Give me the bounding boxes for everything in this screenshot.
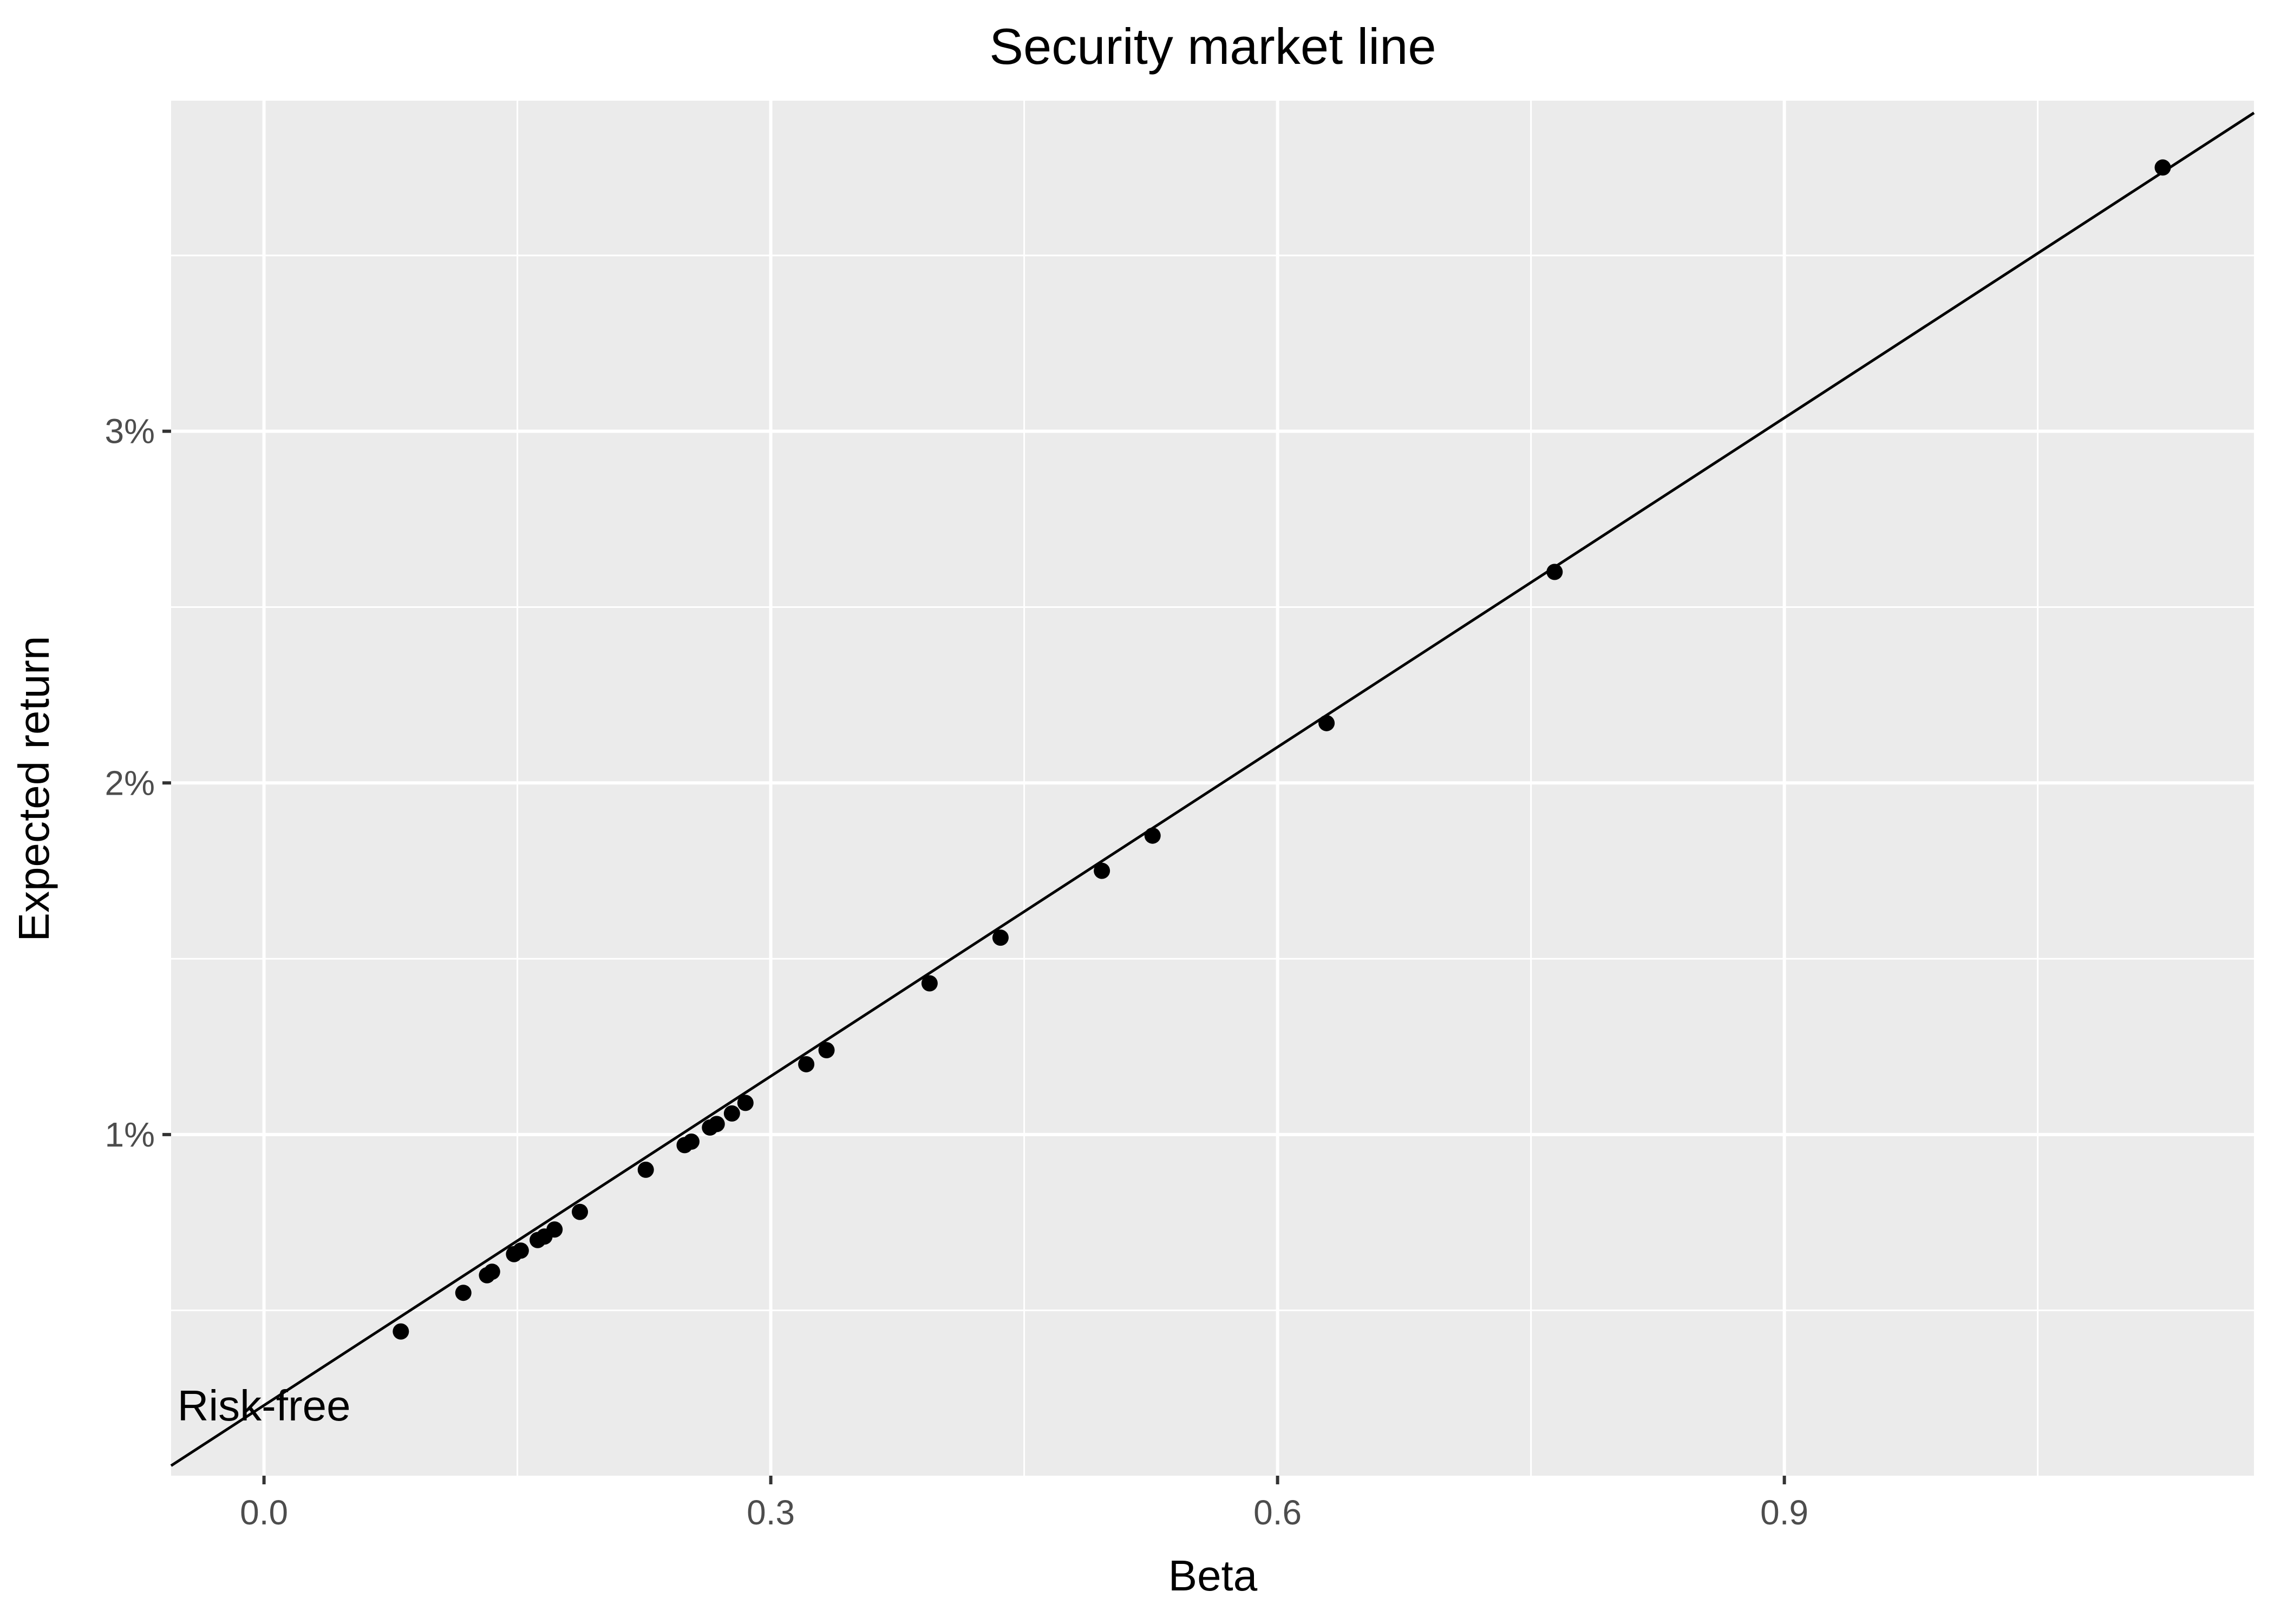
data-point <box>637 1161 654 1178</box>
y-axis-title: Expected return <box>10 636 58 942</box>
x-tick-label: 0.0 <box>240 1493 288 1532</box>
data-point <box>723 1105 740 1122</box>
data-point <box>572 1203 589 1220</box>
data-point <box>393 1323 409 1340</box>
data-point <box>921 975 938 992</box>
security-market-line <box>170 112 2255 1467</box>
sml-line-group <box>170 112 2255 1467</box>
data-point <box>455 1285 472 1301</box>
data-point <box>818 1042 835 1058</box>
x-axis-ticks: 0.0 0.3 0.6 0.9 <box>240 1476 1808 1532</box>
data-point <box>798 1056 815 1072</box>
x-axis-title: Beta <box>1168 1551 1258 1600</box>
data-point <box>1094 862 1110 879</box>
data-point <box>737 1095 754 1111</box>
y-tick-label: 1% <box>105 1115 155 1154</box>
y-axis-ticks: 1% 2% 3% <box>105 412 171 1154</box>
major-gridlines <box>171 101 2254 1476</box>
data-points <box>393 159 2171 1340</box>
x-tick-label: 0.3 <box>747 1493 795 1532</box>
minor-gridlines <box>171 101 2254 1476</box>
data-point <box>1546 564 1563 580</box>
data-point <box>708 1116 725 1132</box>
data-point <box>1144 827 1161 844</box>
y-tick-label: 2% <box>105 763 155 802</box>
risk-free-annotation: Risk-free <box>178 1381 351 1430</box>
data-point <box>1318 715 1335 731</box>
data-point <box>2154 159 2171 176</box>
data-point <box>992 929 1009 946</box>
data-point <box>483 1263 500 1280</box>
data-point <box>683 1133 700 1150</box>
data-point <box>546 1221 563 1238</box>
data-point <box>512 1242 529 1259</box>
x-tick-label: 0.9 <box>1760 1493 1808 1532</box>
x-tick-label: 0.6 <box>1253 1493 1302 1532</box>
chart-title: Security market line <box>989 18 1436 75</box>
y-tick-label: 3% <box>105 412 155 451</box>
